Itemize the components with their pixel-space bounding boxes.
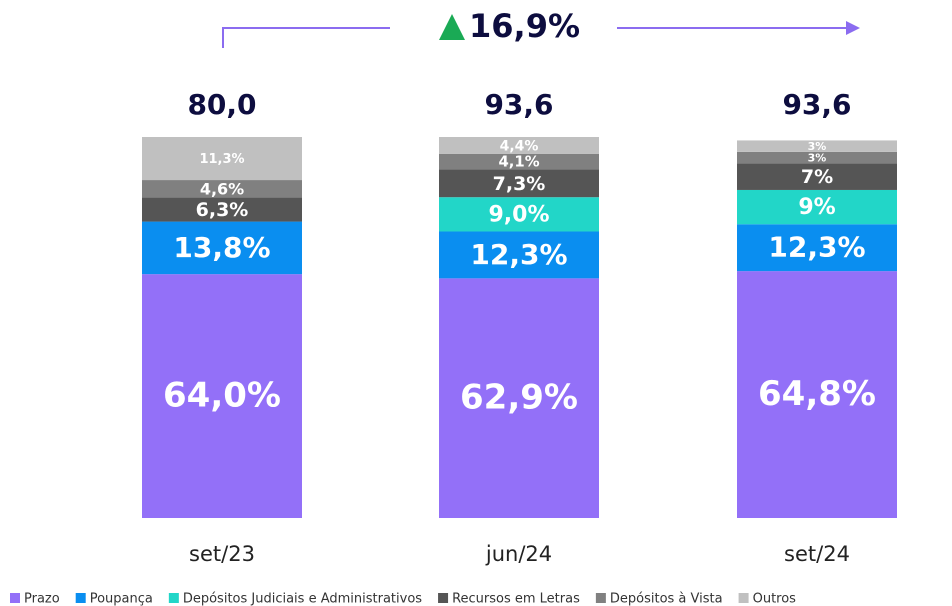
bar-segment bbox=[439, 137, 599, 154]
bar-segment bbox=[142, 197, 302, 222]
data-label: 64,0% bbox=[163, 376, 281, 416]
total-label: 93,6 bbox=[484, 88, 553, 121]
legend-label: Recursos em Letras bbox=[452, 592, 580, 606]
data-label: 13,8% bbox=[173, 231, 270, 264]
total-label: 93,6 bbox=[782, 88, 851, 121]
data-label: 64,8% bbox=[758, 374, 876, 414]
legend-swatch bbox=[75, 593, 86, 603]
data-label: 62,9% bbox=[460, 378, 578, 418]
legend-swatch bbox=[738, 593, 749, 603]
bar-segment bbox=[737, 140, 897, 152]
data-label: 9,0% bbox=[488, 202, 549, 227]
data-label: 9% bbox=[798, 195, 835, 220]
data-label: 4,4% bbox=[500, 138, 539, 154]
bar-segment bbox=[737, 151, 897, 164]
bar-segment bbox=[439, 169, 599, 198]
data-label: 4,1% bbox=[498, 154, 539, 171]
data-label: 3% bbox=[808, 140, 827, 153]
bar-segment bbox=[737, 189, 897, 225]
legend-swatch bbox=[438, 593, 449, 603]
arrow-head bbox=[846, 21, 860, 35]
growth-arrow-left bbox=[222, 27, 390, 48]
legend-swatch bbox=[595, 593, 606, 603]
legend-label: Depósitos à Vista bbox=[610, 592, 723, 606]
bar-segment bbox=[439, 197, 599, 232]
legend-label: Outros bbox=[753, 592, 797, 606]
bar-segment bbox=[142, 221, 302, 275]
bar-segment bbox=[142, 274, 302, 518]
bar-segment bbox=[737, 163, 897, 190]
up-triangle bbox=[439, 14, 465, 40]
growth-annotation: 16,9% bbox=[469, 7, 580, 45]
data-label: 12,3% bbox=[768, 231, 865, 264]
data-label: 4,6% bbox=[200, 179, 244, 198]
x-tick-label: set/23 bbox=[189, 542, 255, 566]
data-label: 12,3% bbox=[470, 238, 567, 271]
legend-swatch bbox=[168, 593, 179, 603]
bar-segment bbox=[439, 278, 599, 518]
bar-segment bbox=[439, 231, 599, 279]
data-label: 11,3% bbox=[199, 152, 244, 167]
total-label: 80,0 bbox=[187, 88, 256, 121]
data-label: 6,3% bbox=[196, 199, 249, 221]
x-tick-label: jun/24 bbox=[485, 542, 552, 566]
data-label: 7,3% bbox=[493, 173, 546, 195]
legend-label: Poupança bbox=[90, 592, 153, 606]
bar-segment bbox=[439, 153, 599, 170]
bar-segment bbox=[737, 224, 897, 272]
legend-label: Depósitos Judiciais e Administrativos bbox=[183, 592, 422, 606]
bar-segment bbox=[142, 180, 302, 198]
bar-segment bbox=[142, 137, 302, 181]
x-tick-label: set/24 bbox=[784, 542, 850, 566]
legend-swatch bbox=[10, 593, 20, 603]
bar-segment bbox=[737, 271, 897, 518]
data-label: 3% bbox=[808, 152, 827, 165]
legend-label: Prazo bbox=[24, 592, 60, 606]
data-label: 7% bbox=[801, 166, 833, 188]
